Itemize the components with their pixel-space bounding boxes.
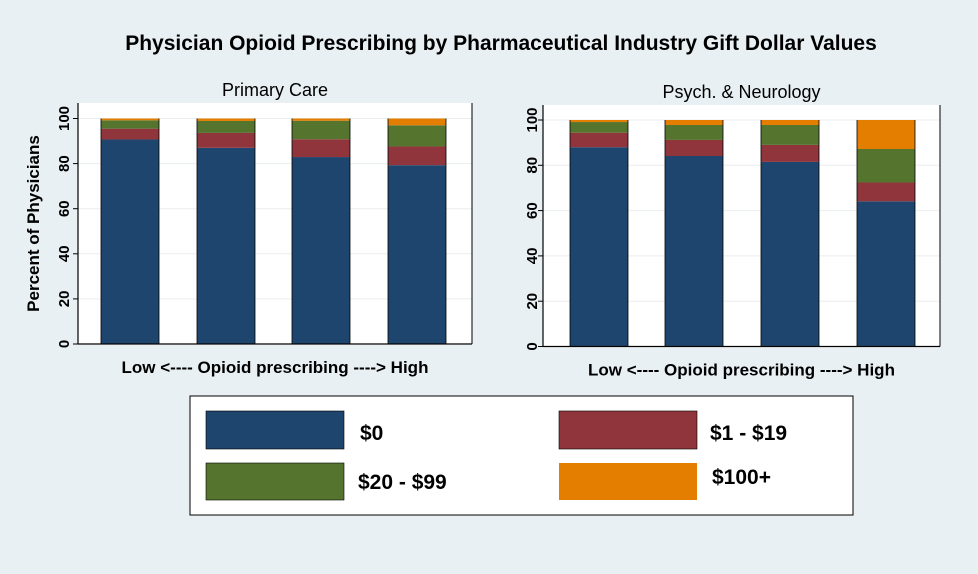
panel-primary-care: 0 20 40 60 80 100 Primary Care Low <---- Opioid… [24,80,473,377]
bar-segment-1-1 [101,128,159,140]
y-tick-label: 100 [524,107,541,132]
legend-swatch-3 [559,463,697,500]
bar-segment-3-2 [761,124,819,145]
bar-segment-2-2 [665,124,723,140]
bar-segment-1-3 [101,118,159,121]
panel-title: Primary Care [222,80,328,100]
bar-segment-2-0 [197,147,255,344]
bar-segment-4-1 [388,146,446,166]
legend-swatch-1 [558,410,698,450]
y-tick-label: 20 [56,291,73,308]
y-tick-label: 20 [524,293,541,310]
y-tick-label: 40 [56,245,73,262]
bar-segment-1-2 [101,120,159,129]
legend-swatch-0 [205,410,345,450]
bar-segment-1-2 [570,122,628,133]
bar-segment-2-3 [197,118,255,121]
bar-segment-3-2 [292,120,350,140]
bar-segment-4-3 [857,120,915,149]
y-tick-label: 80 [56,155,73,172]
bar-segment-4-0 [388,165,446,344]
legend: $0 $1 - $19 $20 - $99 $100+ [189,395,854,516]
y-tick-label: 0 [56,340,73,348]
bar-segment-3-0 [761,161,819,347]
bar-segment-3-1 [761,144,819,162]
bar-segment-3-3 [292,118,350,121]
y-tick-label: 40 [524,248,541,265]
y-tick-label: 0 [524,342,541,350]
bar-segment-4-2 [857,148,915,183]
legend-label-0: $0 [360,422,383,445]
legend-swatch-2 [205,462,345,501]
legend-label-2: $20 - $99 [358,471,447,494]
x-axis-label: Low <---- Opioid prescribing ----> High [122,358,429,377]
x-axis-label: Low <---- Opioid prescribing ----> High [588,361,895,380]
bar-segment-2-2 [197,120,255,133]
bar-segment-1-0 [101,139,159,344]
bar-segment-4-2 [388,125,446,147]
bar-segment-4-1 [857,182,915,202]
y-tick-label: 100 [56,106,73,131]
y-tick-label: 80 [524,157,541,174]
bar-segment-2-3 [665,120,723,125]
panel-psych-neurology: 0 20 40 60 80 100 Psych. & Neurology Low <---- … [524,82,941,380]
bar-segment-4-3 [388,118,446,126]
y-tick-label: 60 [524,202,541,219]
bar-segment-1-3 [570,120,628,123]
bar-segment-1-0 [570,147,628,347]
bar-segment-3-0 [292,157,350,344]
bar-segment-2-1 [197,132,255,148]
y-tick-label: 60 [56,200,73,217]
bar-segment-4-0 [857,201,915,347]
bar-segment-2-1 [665,139,723,157]
panel-title: Psych. & Neurology [662,82,820,102]
bar-segment-2-0 [665,156,723,347]
chart-title: Physician Opioid Prescribing by Pharmace… [125,32,877,55]
bar-segment-3-3 [761,120,819,125]
bar-segment-1-1 [570,132,628,148]
legend-label-1: $1 - $19 [710,422,787,445]
y-axis-label: Percent of Physicians [24,135,43,312]
legend-label-3: $100+ [712,466,771,489]
bar-segment-3-1 [292,139,350,158]
